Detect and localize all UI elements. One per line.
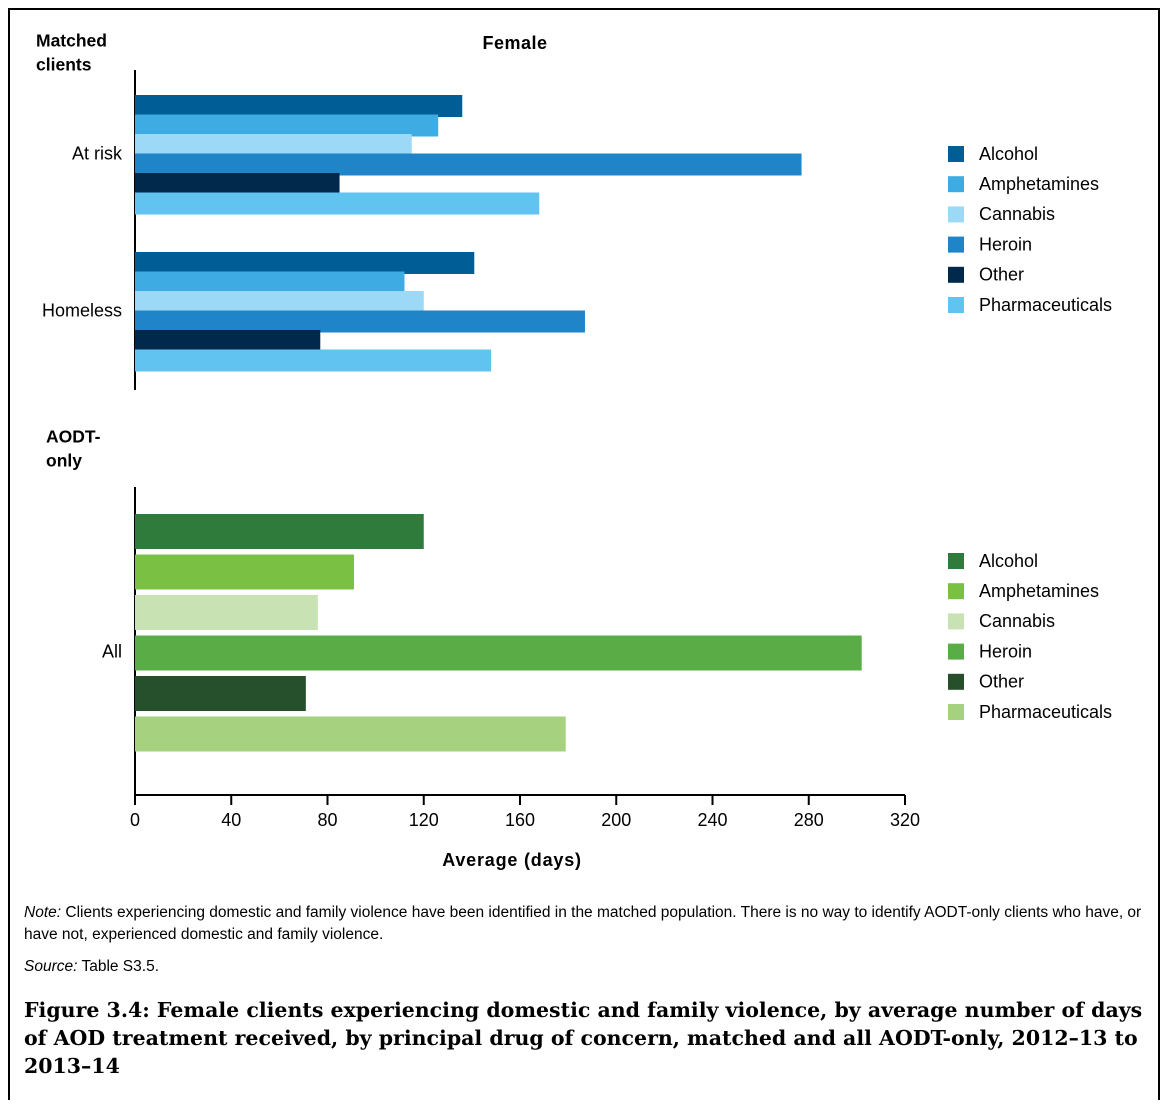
x-tick-label: 280 [794,810,824,830]
bar [135,716,566,752]
legend-label: Pharmaceuticals [979,702,1112,722]
legend-label: Amphetamines [979,174,1099,194]
panel-label: Matched [36,31,107,51]
x-tick-label: 200 [601,810,631,830]
legend-label: Other [979,265,1024,285]
bar [135,271,405,294]
bar [135,291,424,313]
chart-title: Female [482,33,547,53]
legend-swatch [948,613,964,630]
legend-label: Other [979,672,1024,692]
legend-label: Alcohol [979,551,1038,571]
bar [135,349,492,372]
bar [135,554,354,590]
x-tick-label: 120 [409,810,439,830]
category-label: All [102,642,122,662]
legend-swatch [948,583,964,600]
note-label: Note: [24,904,62,921]
bar [135,192,540,215]
legend-label: Amphetamines [979,581,1099,601]
source-label: Source: [24,958,78,975]
bar [135,676,306,711]
category-label: At risk [72,144,123,164]
panel-label: AODT- [46,427,101,447]
x-tick-label: 240 [697,810,727,830]
bar [135,330,321,352]
legend-label: Heroin [979,641,1032,661]
legend-swatch [948,704,964,720]
bar [135,153,802,176]
legend-swatch [948,176,964,193]
bar [135,635,862,671]
legend-swatch [948,553,964,569]
legend-label: Alcohol [979,144,1038,164]
panel-label: clients [36,55,92,75]
bar [135,134,412,156]
legend-label: Cannabis [979,204,1055,224]
legend-swatch [948,146,964,162]
note: Note: Clients experiencing domestic and … [24,902,1144,946]
panel-label: only [46,451,82,471]
legend-swatch [948,297,964,313]
bar [135,310,585,333]
x-tick-label: 320 [890,810,920,830]
legend-swatch [948,206,964,223]
legend-label: Pharmaceuticals [979,295,1112,315]
x-tick-label: 0 [130,810,140,830]
bar [135,114,439,137]
legend-swatch [948,673,964,690]
source: Source: Table S3.5. [24,958,159,976]
legend-swatch [948,266,964,283]
category-label: Homeless [42,301,122,321]
bar [135,514,424,549]
x-tick-label: 80 [317,810,337,830]
legend-swatch [948,236,964,253]
bar-chart: Female Matched clients At risk Homeless Alcoh… [36,31,1112,870]
bar [135,95,463,117]
legend-label: Cannabis [979,611,1055,631]
x-tick-label: 160 [505,810,535,830]
note-text: Clients experiencing domestic and family… [24,904,1142,943]
figure-frame [8,8,1160,1100]
legend-swatch [948,643,964,660]
x-tick-label: 40 [221,810,241,830]
bar [135,595,318,630]
x-axis-label: Average (days) [442,850,582,870]
figure-caption: Figure 3.4: Female clients experiencing … [24,998,1143,1078]
legend-label: Heroin [979,234,1032,254]
bar [135,173,340,195]
source-text: Table S3.5. [77,958,160,975]
bar [135,252,475,274]
